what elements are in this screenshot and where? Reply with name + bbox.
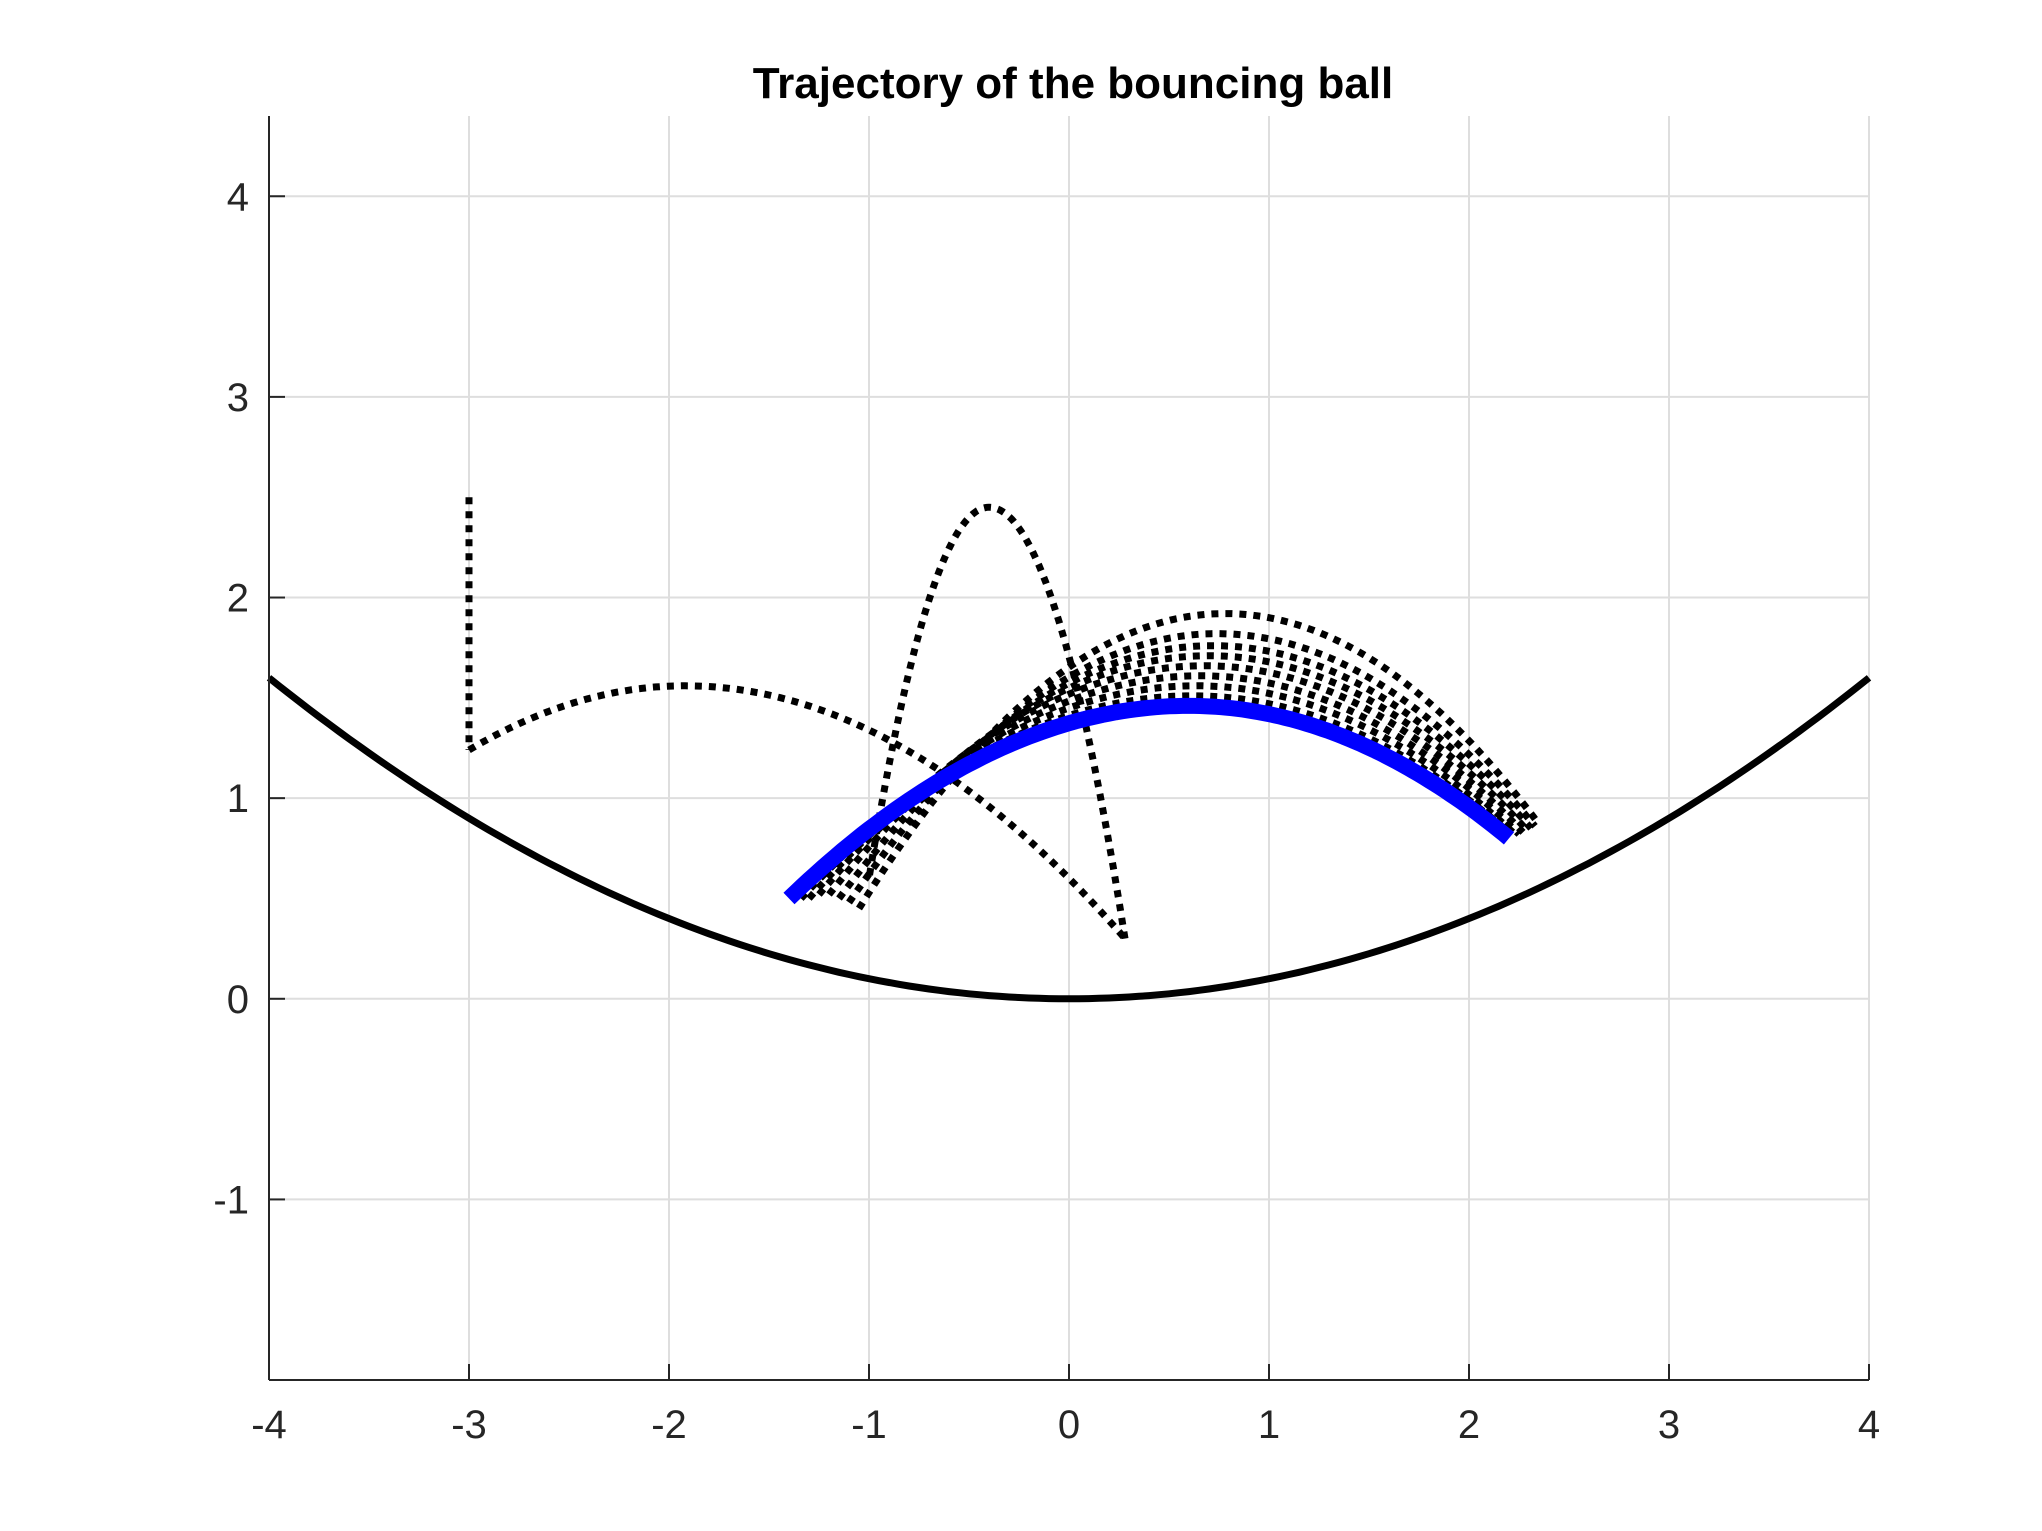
x-tick-label: 2 bbox=[1458, 1403, 1480, 1447]
x-tick-label: -2 bbox=[651, 1403, 687, 1447]
x-tick-label: -3 bbox=[451, 1403, 487, 1447]
x-tick-label: -1 bbox=[851, 1403, 887, 1447]
y-tick-label: 4 bbox=[227, 175, 249, 219]
chart-title: Trajectory of the bouncing ball bbox=[753, 59, 1394, 108]
bounce-arc-5 bbox=[846, 630, 1538, 905]
bounce-arc-2 bbox=[467, 682, 1128, 941]
x-tick-label: 0 bbox=[1058, 1403, 1080, 1447]
x-tick-label: 3 bbox=[1658, 1403, 1680, 1447]
y-tick-label: 3 bbox=[227, 376, 249, 420]
final-trajectory-line bbox=[783, 697, 1515, 905]
grid bbox=[268, 116, 1870, 1380]
bounce-arc-10 bbox=[798, 682, 1518, 901]
y-tick-label: 2 bbox=[227, 577, 249, 621]
bounce-arc-9 bbox=[806, 672, 1522, 901]
series-layer bbox=[266, 497, 1872, 1003]
bounce-arc-8 bbox=[816, 662, 1526, 897]
x-tick-label: 4 bbox=[1858, 1403, 1880, 1447]
y-tick-label: 1 bbox=[227, 777, 249, 821]
axes: -4 -3 -2 -1 0 1 2 3 4 -1 0 1 2 3 4 bbox=[213, 116, 1880, 1447]
x-tick-label: -4 bbox=[251, 1403, 287, 1447]
y-tick-label: 0 bbox=[227, 978, 249, 1022]
y-tick-label: -1 bbox=[213, 1178, 249, 1222]
x-tick-label: 1 bbox=[1258, 1403, 1280, 1447]
surface-parabola bbox=[266, 675, 1872, 1003]
